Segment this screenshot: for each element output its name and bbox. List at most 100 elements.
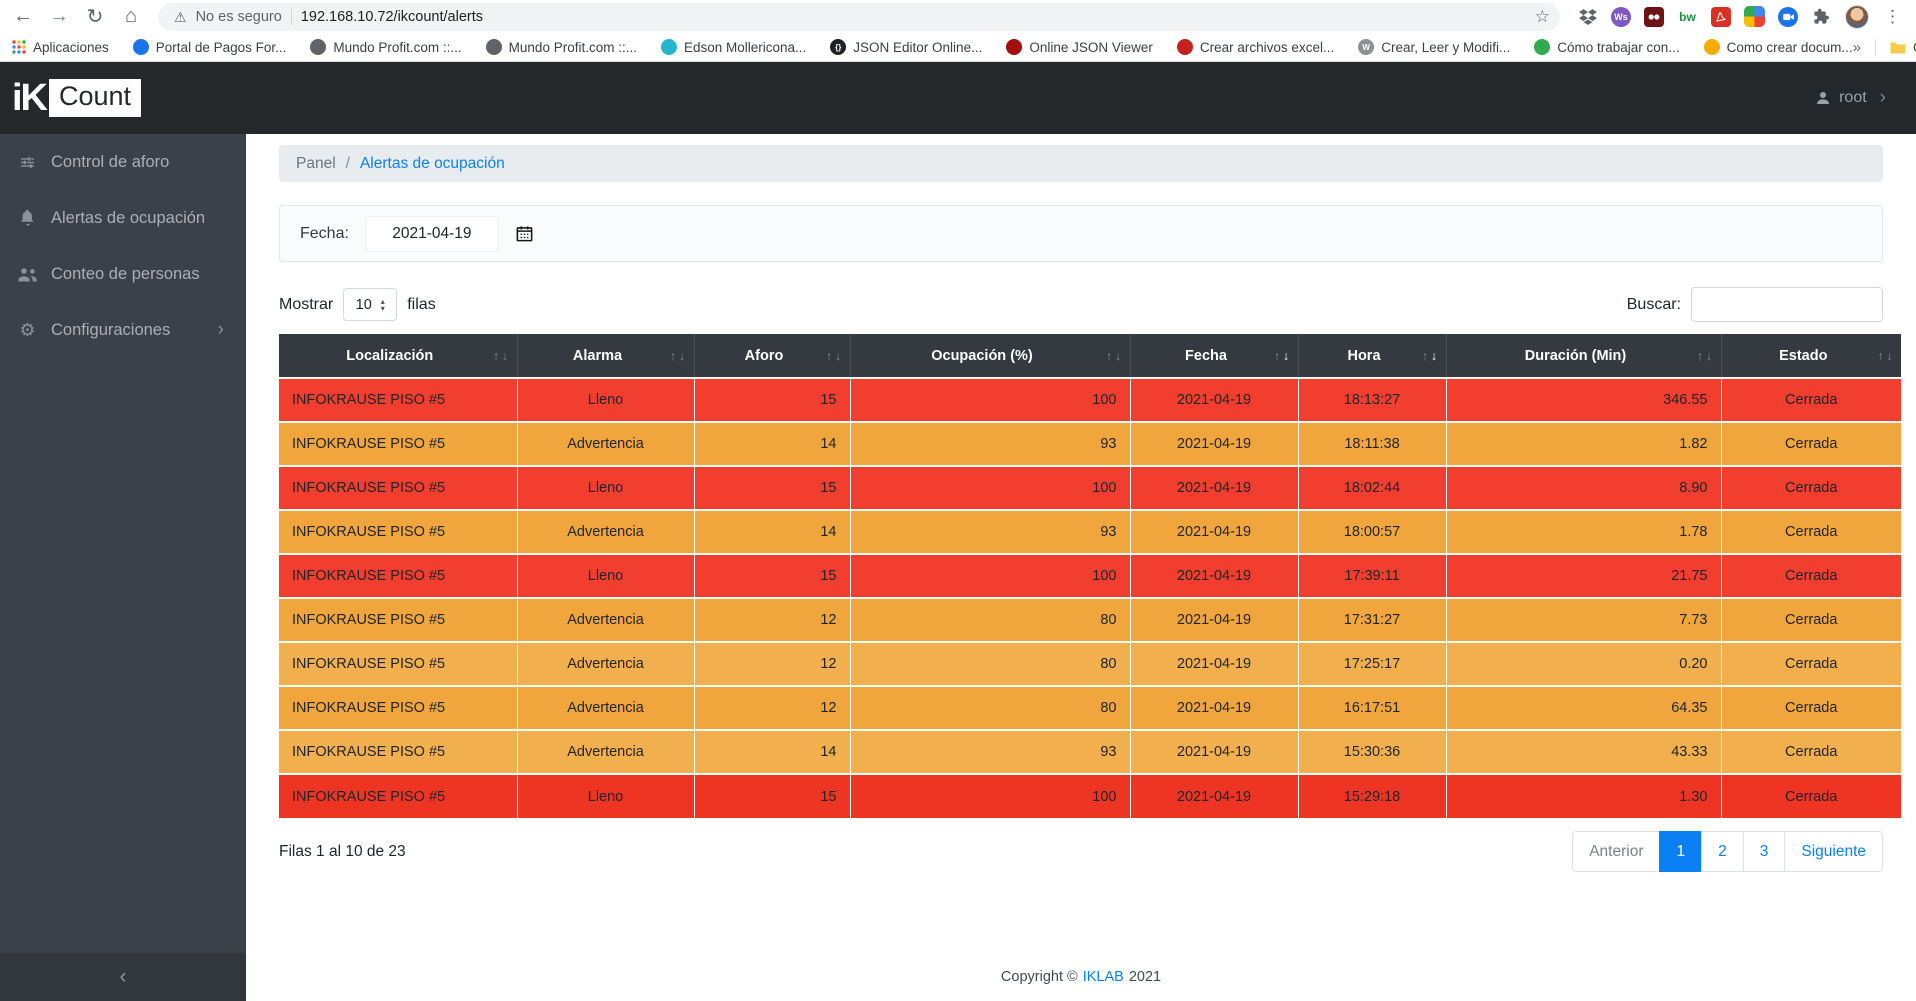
sidebar-item-conteo-de-personas[interactable]: Conteo de personas: [0, 246, 246, 302]
pagination-page-2[interactable]: 2: [1701, 831, 1744, 872]
bookmarks-bar: Aplicaciones Portal de Pagos For... Mund…: [0, 33, 1916, 62]
cell-alarma: Lleno: [517, 553, 695, 598]
apps-grid-icon: [12, 40, 26, 54]
search-input[interactable]: [1691, 287, 1883, 322]
sidebar-item-alertas-de-ocupacion[interactable]: Alertas de ocupación: [0, 190, 246, 246]
bookmark-item[interactable]: Online JSON Viewer: [1006, 39, 1153, 55]
column-header[interactable]: Estado ↑ ↓: [1721, 334, 1901, 378]
mask-extension-icon[interactable]: [1644, 6, 1664, 27]
bookmark-item[interactable]: Portal de Pagos For...: [132, 39, 286, 55]
copyright-text: Copyright ©: [1000, 969, 1078, 985]
bw-extension-icon[interactable]: bw: [1679, 9, 1696, 24]
back-icon[interactable]: ←: [13, 5, 33, 27]
sidebar-minimizer[interactable]: ‹: [0, 953, 246, 1001]
cell-estado: Cerrada: [1721, 773, 1901, 818]
bookmark-item[interactable]: Mundo Profit.com ::...: [310, 39, 462, 55]
sliders-icon: [16, 154, 39, 171]
cell-hora: 17:25:17: [1298, 641, 1447, 686]
home-icon[interactable]: ⌂: [124, 5, 138, 27]
bookmarks-overflow-icon[interactable]: »: [1852, 38, 1861, 56]
column-label: Hora: [1347, 347, 1381, 364]
acrobat-icon[interactable]: [1711, 6, 1731, 27]
cell-hora: 18:02:44: [1298, 465, 1447, 510]
bookmark-item[interactable]: Edson Mollericona...: [660, 39, 806, 55]
breadcrumb-separator: /: [345, 154, 350, 172]
pagination-page-3[interactable]: 3: [1742, 831, 1786, 872]
sidebar-item-label: Control de aforo: [51, 152, 170, 171]
google-pinwheel-icon[interactable]: [1744, 6, 1765, 27]
other-bookmarks-label: Otros marcadores: [1913, 40, 1916, 55]
bookmark-item[interactable]: Mundo Profit.com ::...: [485, 39, 637, 55]
table-row: INFOKRAUSE PISO #5 Advertencia 14 93 202…: [279, 509, 1901, 554]
sort-up-icon: ↑: [1273, 348, 1281, 363]
extensions-puzzle-icon[interactable]: [1811, 6, 1832, 27]
bookmarks-left: Aplicaciones: [12, 40, 109, 55]
sidebar-item-configuraciones[interactable]: ⚙ Configuraciones ›: [0, 302, 246, 358]
date-filter-label: Fecha:: [300, 224, 349, 242]
column-label: Estado: [1779, 347, 1828, 364]
cell-aforo: 14: [694, 509, 851, 554]
forward-icon[interactable]: →: [49, 5, 69, 27]
cell-fecha: 2021-04-19: [1130, 465, 1299, 510]
cell-aforo: 14: [694, 729, 851, 774]
pagination-page-1[interactable]: 1: [1659, 831, 1703, 872]
cell-estado: Cerrada: [1721, 553, 1901, 598]
apps-shortcut[interactable]: Aplicaciones: [12, 40, 109, 55]
cell-localizacion: INFOKRAUSE PISO #5: [279, 377, 518, 422]
pagination-next[interactable]: Siguiente: [1784, 831, 1883, 872]
sort-up-icon: ↑: [669, 348, 677, 363]
bookmark-item[interactable]: {} JSON Editor Online...: [830, 39, 982, 55]
table-header-row: Localización ↑ ↓ Alarma ↑ ↓: [279, 334, 1901, 378]
dropbox-icon[interactable]: [1577, 6, 1598, 27]
bookmark-item[interactable]: W Crear, Leer y Modifi...: [1358, 39, 1510, 55]
breadcrumb-current[interactable]: Alertas de ocupación: [359, 154, 505, 172]
page-size-select[interactable]: 10 ▴ ▾: [343, 288, 398, 321]
calendar-button[interactable]: [515, 224, 534, 243]
column-header[interactable]: Duración (Min) ↑ ↓: [1446, 334, 1722, 378]
cell-duracion: 1.78: [1446, 509, 1722, 554]
app-topbar: iK Count root ›: [0, 62, 1916, 134]
browser-menu-icon[interactable]: ⋮: [1884, 6, 1901, 26]
column-header[interactable]: Localización ↑ ↓: [279, 334, 518, 378]
bookmark-item[interactable]: Crear archivos excel...: [1176, 39, 1334, 55]
sort-icons: ↑ ↓: [1273, 349, 1291, 363]
not-secure-warning-icon[interactable]: ⚠: [174, 8, 187, 25]
cell-duracion: 21.75: [1446, 553, 1722, 598]
video-call-icon[interactable]: [1778, 6, 1798, 27]
user-menu[interactable]: root ›: [1815, 87, 1886, 109]
column-header[interactable]: Ocupación (%) ↑ ↓: [850, 334, 1131, 378]
pagination-prev[interactable]: Anterior: [1572, 831, 1661, 872]
bookmark-item[interactable]: Como crear docum...: [1703, 39, 1853, 55]
column-header[interactable]: Aforo ↑ ↓: [694, 334, 851, 378]
app-logo[interactable]: iK Count: [12, 77, 142, 120]
date-input[interactable]: [364, 215, 499, 252]
address-bar[interactable]: ⚠ No es seguro 192.168.10.72/ikcount/ale…: [158, 2, 1560, 31]
column-header[interactable]: Hora ↑ ↓: [1298, 334, 1447, 378]
extensions-row: Ws bw ⋮: [1577, 4, 1907, 29]
sort-down-icon: ↓: [1430, 348, 1438, 363]
bookmark-star-icon[interactable]: ☆: [1534, 6, 1550, 26]
bookmark-label: Mundo Profit.com ::...: [508, 39, 637, 55]
table-row: INFOKRAUSE PISO #5 Lleno 15 100 2021-04-…: [279, 553, 1901, 598]
bookmark-item[interactable]: Cómo trabajar con...: [1534, 39, 1680, 55]
profile-avatar[interactable]: [1845, 4, 1869, 29]
sort-down-icon: ↓: [1282, 348, 1290, 363]
other-bookmarks[interactable]: Otros marcadores: [1890, 40, 1916, 55]
cell-ocupacion: 80: [850, 597, 1131, 642]
sort-up-icon: ↑: [1105, 348, 1113, 363]
breadcrumb-panel-link[interactable]: Panel: [296, 154, 336, 172]
bookmark-favicon: [1176, 39, 1193, 55]
bookmark-favicon: {}: [830, 39, 847, 55]
sidebar-item-control-de-aforo[interactable]: Control de aforo: [0, 134, 246, 190]
cell-duracion: 7.73: [1446, 597, 1722, 642]
bell-icon: [16, 209, 39, 227]
reload-icon[interactable]: ↻: [86, 6, 104, 28]
cell-hora: 18:00:57: [1298, 509, 1447, 554]
ws-extension-icon[interactable]: Ws: [1611, 6, 1631, 27]
cell-duracion: 8.90: [1446, 465, 1722, 510]
column-header[interactable]: Alarma ↑ ↓: [517, 334, 695, 378]
column-label: Aforo: [744, 347, 784, 364]
sort-icons: ↑ ↓: [1105, 349, 1123, 363]
column-header[interactable]: Fecha ↑ ↓: [1130, 334, 1299, 378]
iklab-link[interactable]: IKLAB: [1082, 969, 1124, 985]
